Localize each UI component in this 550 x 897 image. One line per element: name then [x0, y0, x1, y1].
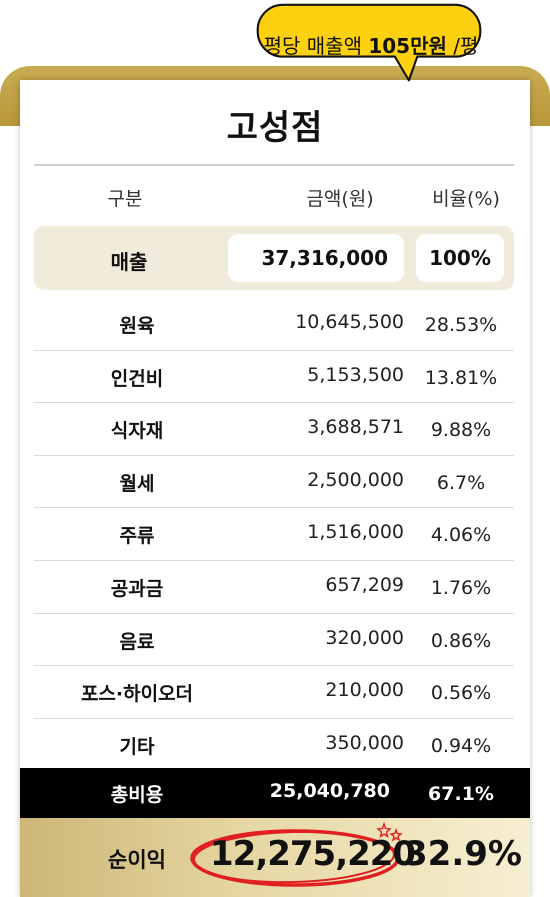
row-ratio: 1.76%	[430, 576, 492, 599]
sales-amount-box: 37,316,000	[228, 234, 404, 282]
profit-label: 순이익	[108, 848, 166, 872]
total-ratio: 67.1%	[428, 783, 494, 805]
expense-list: 원육 10,645,500 28.53% 인건비 5,153,500 13.81…	[34, 298, 514, 770]
table-row: 월세 2,500,000 6.7%	[34, 456, 514, 509]
sales-row: 매출 37,316,000 100%	[34, 226, 514, 290]
row-label: 주류	[119, 525, 155, 548]
bubble-prefix: 평당 매출액	[263, 34, 362, 58]
star-sparkle-icon	[376, 822, 403, 842]
sales-report-card: 고성점 구분 금액(원) 비율(%) 매출 37,316,000 100% 원육…	[20, 80, 530, 897]
sales-ratio-box: 100%	[416, 234, 504, 282]
row-label: 식자재	[110, 420, 164, 443]
table-row: 원육 10,645,500 28.53%	[34, 298, 514, 351]
sales-amount: 37,316,000	[261, 246, 388, 270]
row-amount: 320,000	[325, 626, 404, 649]
row-amount: 1,516,000	[307, 521, 404, 544]
bubble-value: 105만원	[368, 34, 447, 58]
row-ratio: 0.94%	[430, 734, 492, 757]
total-cost-row: 총비용 25,040,780 67.1%	[20, 768, 530, 818]
sales-ratio: 100%	[429, 246, 491, 270]
row-amount: 3,688,571	[307, 416, 404, 439]
column-header-ratio: 비율(%)	[432, 188, 500, 210]
table-row: 주류 1,516,000 4.06%	[34, 508, 514, 561]
row-ratio: 4.06%	[430, 524, 492, 547]
row-ratio: 6.7%	[436, 471, 486, 494]
row-label: 음료	[119, 630, 155, 653]
profit-amount: 12,275,220	[210, 834, 416, 874]
table-row: 공과금 657,209 1.76%	[34, 561, 514, 614]
row-ratio: 0.86%	[430, 629, 492, 652]
row-label: 공과금	[110, 577, 164, 600]
store-title: 고성점	[226, 108, 324, 148]
net-profit-row: 순이익 12,275,220 32.9%	[20, 818, 530, 897]
row-label: 인건비	[110, 367, 164, 390]
profit-ratio: 32.9%	[404, 834, 522, 874]
row-label: 기타	[119, 735, 155, 758]
column-header-category: 구분	[107, 188, 143, 210]
table-row: 포스·하이오더 210,000 0.56%	[34, 666, 514, 719]
row-label: 원육	[119, 315, 155, 337]
table-row: 식자재 3,688,571 9.88%	[34, 403, 514, 456]
row-ratio: 13.81%	[424, 366, 498, 389]
row-ratio: 28.53%	[424, 314, 498, 336]
sales-label: 매출	[110, 250, 148, 274]
table-row: 인건비 5,153,500 13.81%	[34, 351, 514, 404]
row-amount: 2,500,000	[307, 468, 404, 491]
red-circle-annotation	[190, 829, 400, 887]
row-amount: 210,000	[325, 679, 404, 702]
row-label: 월세	[119, 472, 155, 495]
row-amount: 657,209	[325, 573, 404, 596]
row-ratio: 0.56%	[430, 682, 492, 705]
total-amount: 25,040,780	[269, 780, 390, 802]
row-amount: 10,645,500	[295, 311, 404, 333]
row-amount: 5,153,500	[307, 363, 404, 386]
price-per-pyeong-text: 평당 매출액 105만원 /평	[232, 30, 510, 59]
column-header-amount: 금액(원)	[306, 188, 374, 210]
total-label: 총비용	[110, 784, 164, 806]
row-label: 포스·하이오더	[80, 683, 194, 706]
bubble-suffix: /평	[453, 34, 479, 58]
title-divider	[34, 164, 514, 166]
speech-bubble	[256, 3, 482, 82]
row-ratio: 9.88%	[430, 419, 492, 442]
row-amount: 350,000	[325, 731, 404, 754]
table-row: 음료 320,000 0.86%	[34, 614, 514, 667]
table-row: 기타 350,000 0.94%	[34, 719, 514, 771]
